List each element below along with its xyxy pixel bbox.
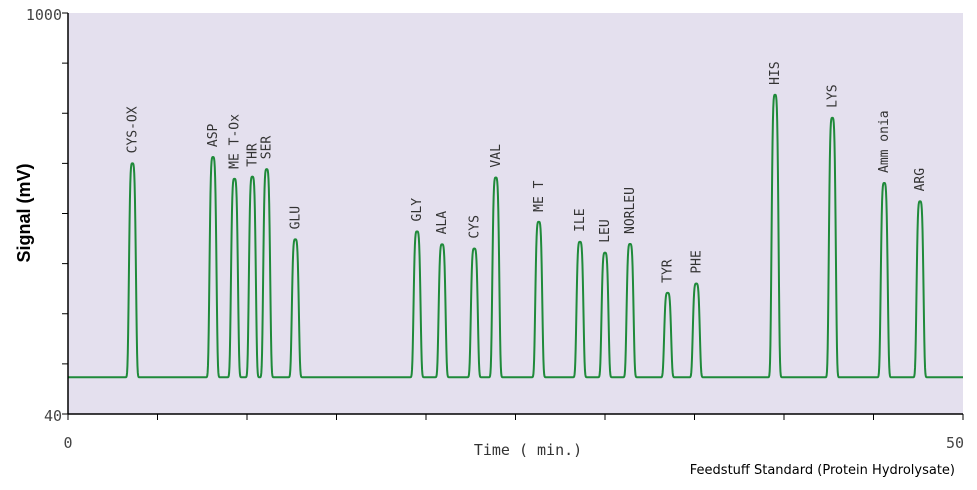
- chromatogram-line: [68, 93, 963, 379]
- peak-apex: [251, 175, 254, 178]
- peak-label: THR: [245, 143, 260, 167]
- peak-label: NORLEU: [623, 187, 638, 234]
- peak-label: Amm onia: [877, 110, 892, 173]
- peak-label: ASP: [206, 123, 221, 147]
- peak-label: SER: [260, 136, 275, 160]
- peak-label: ME T: [532, 180, 547, 211]
- peak-label: ILE: [573, 208, 588, 231]
- peak-label: CYS: [467, 215, 482, 238]
- peak-label: PHE: [689, 250, 704, 273]
- chromatogram-trace-group: [68, 93, 963, 379]
- peak-apex: [666, 291, 669, 294]
- peak-apex: [131, 162, 134, 165]
- peak-apex: [233, 177, 236, 180]
- peak-apex: [695, 282, 698, 285]
- peak-label: ALA: [435, 211, 450, 235]
- x-tick-max-label: 50: [946, 434, 964, 452]
- peak-label: ME T-Ox: [227, 114, 242, 169]
- peak-apex: [294, 238, 297, 241]
- peak-label: ARG: [913, 168, 928, 192]
- peak-apex: [774, 93, 777, 96]
- peak-apex: [831, 116, 834, 119]
- y-tick-max-label: 1000: [26, 6, 62, 24]
- peak-label: TYR: [661, 259, 676, 283]
- chart-caption: Feedstuff Standard (Protein Hydrolysate): [690, 463, 955, 478]
- x-tick-min-label: 0: [63, 434, 72, 452]
- peak-label: GLU: [288, 206, 303, 229]
- peak-apex: [919, 200, 922, 203]
- peak-label: LYS: [825, 84, 840, 107]
- peak-apex: [416, 230, 419, 233]
- peak-apex: [629, 242, 632, 245]
- peak-label: VAL: [489, 144, 504, 168]
- peak-label: GLY: [410, 198, 425, 222]
- peak-apex: [265, 168, 268, 171]
- peak-apex: [537, 220, 540, 223]
- peak-apex: [473, 247, 476, 250]
- peak-label: LEU: [598, 219, 613, 242]
- peak-apex: [883, 182, 886, 185]
- peak-labels: CYS-OX ASP ME T-Ox THR SER GLU GLY ALA CYS VAL ME …: [125, 61, 928, 282]
- peak-apex: [494, 176, 497, 179]
- axis-ticks: [62, 12, 964, 420]
- x-axis-label: Time ( min.): [474, 441, 582, 459]
- peak-apex: [441, 243, 444, 246]
- peak-label: HIS: [768, 61, 783, 84]
- y-tick-min-label: 40: [44, 407, 62, 425]
- y-axis-label: Signal (mV): [14, 163, 34, 262]
- peak-apex: [604, 251, 606, 254]
- peak-label: CYS-OX: [125, 106, 140, 153]
- peak-apex: [211, 156, 214, 159]
- peak-apex: [578, 240, 581, 243]
